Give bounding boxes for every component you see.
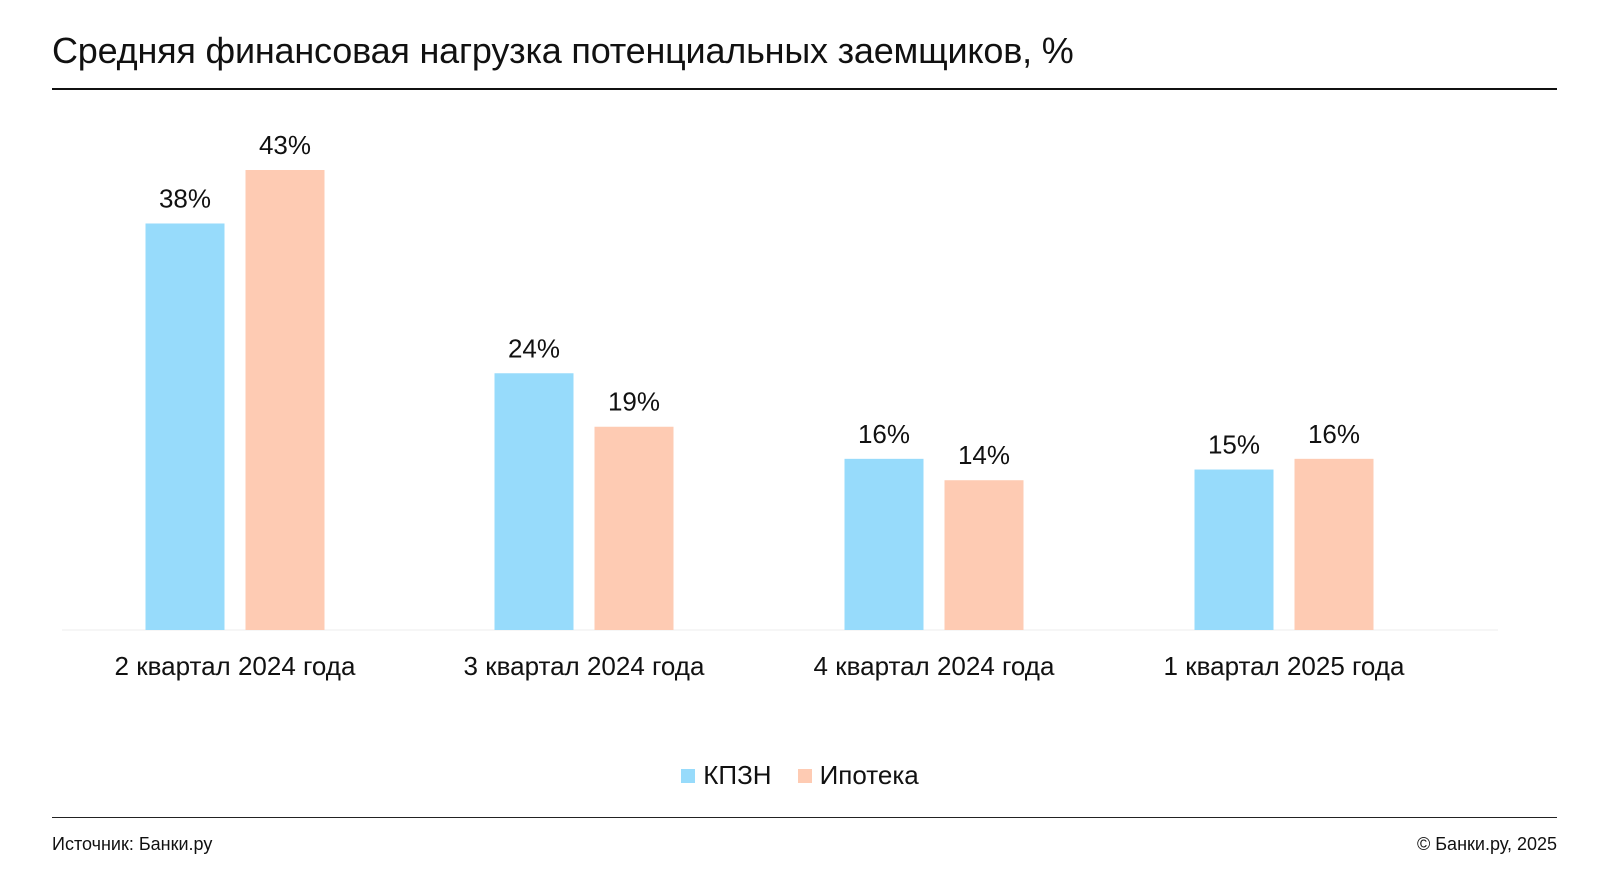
- legend-label-kpzn: КПЗН: [703, 760, 772, 790]
- category-label-3: 4 квартал 2024 года: [814, 651, 1055, 681]
- title-divider: [52, 88, 1557, 90]
- legend-label-mortgage: Ипотека: [819, 760, 919, 790]
- footer-divider: [52, 817, 1557, 818]
- data-label-kpzn-2: 24%: [508, 333, 560, 363]
- bar-kpzn-2: [494, 373, 574, 630]
- data-label-mortgage-4: 16%: [1308, 419, 1360, 449]
- data-label-kpzn-3: 16%: [858, 419, 910, 449]
- legend-swatch-mortgage: [797, 768, 812, 783]
- bar-chart: 38% 43% 2 квартал 2024 года 24% 19% 3 квартал…: [62, 130, 1498, 681]
- data-label-mortgage-3: 14%: [958, 440, 1010, 470]
- category-label-2: 3 квартал 2024 года: [464, 651, 705, 681]
- chart-title: Средняя финансовая нагрузка потенциальны…: [52, 30, 1074, 71]
- bar-kpzn-3: [844, 458, 924, 630]
- bar-mortgage-2: [594, 426, 674, 630]
- bar-mortgage-3: [944, 480, 1024, 630]
- source-note: Источник: Банки.ру: [52, 834, 213, 854]
- data-label-mortgage-1: 43%: [259, 130, 311, 160]
- legend: КПЗН Ипотека: [0, 760, 1600, 791]
- copyright-note: © Банки.ру, 2025: [1416, 834, 1557, 854]
- category-label-1: 2 квартал 2024 года: [115, 651, 356, 681]
- legend-item-mortgage: Ипотека: [797, 760, 919, 791]
- bar-kpzn-4: [1194, 469, 1274, 630]
- data-label-kpzn-4: 15%: [1208, 430, 1260, 460]
- legend-item-kpzn: КПЗН: [681, 760, 772, 791]
- bar-kpzn-1: [145, 223, 225, 630]
- category-label-4: 1 квартал 2025 года: [1164, 651, 1405, 681]
- data-label-mortgage-2: 19%: [608, 387, 660, 417]
- data-label-kpzn-1: 38%: [159, 183, 211, 213]
- legend-swatch-kpzn: [681, 768, 696, 783]
- bar-mortgage-1: [245, 170, 325, 630]
- bar-mortgage-4: [1294, 458, 1374, 630]
